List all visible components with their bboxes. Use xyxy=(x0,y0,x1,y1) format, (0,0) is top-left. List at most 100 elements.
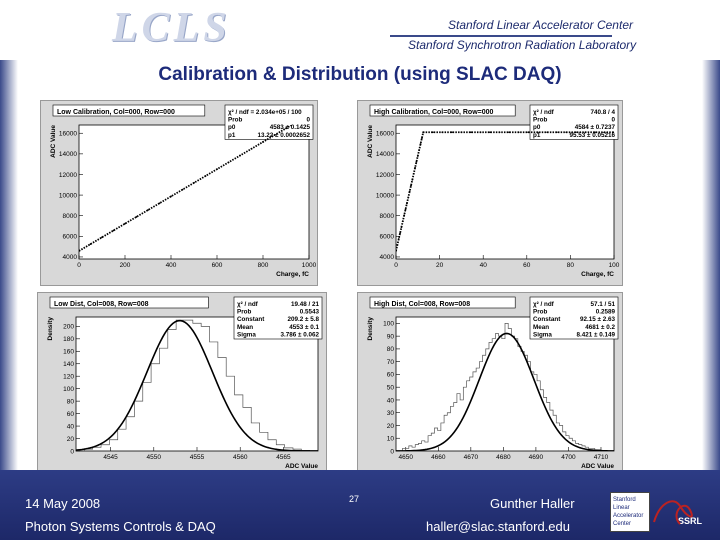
calibration-point xyxy=(101,236,103,239)
x-axis-label: ADC Value xyxy=(581,463,614,470)
plot-frame xyxy=(75,316,319,452)
calibration-point xyxy=(603,131,606,134)
calibration-point xyxy=(404,208,407,211)
y-tick-label: 180 xyxy=(63,336,74,343)
plot-frame xyxy=(78,124,310,260)
calibration-point xyxy=(489,131,491,134)
y-tick-label: 20 xyxy=(387,423,395,430)
stats-box xyxy=(529,296,619,340)
x-tick-label: 100 xyxy=(609,262,620,269)
stats-label: χ² / ndf xyxy=(237,301,259,308)
y-tick-label: 0 xyxy=(390,448,394,455)
left-margin-fade xyxy=(0,60,18,480)
y-tick-label: 4000 xyxy=(63,254,78,261)
calibration-point xyxy=(401,220,404,223)
footer-author: Gunther Haller xyxy=(490,496,575,511)
calibration-point xyxy=(613,131,614,134)
x-tick-label: 4690 xyxy=(529,454,544,461)
stats-label: Sigma xyxy=(237,331,256,338)
calibration-point xyxy=(396,250,397,252)
gaussian-fit-curve xyxy=(396,332,614,451)
x-tick-label: 1000 xyxy=(302,262,317,269)
stats-value: 4583 ± 0.1425 xyxy=(270,124,311,131)
low-distribution-plot: Low Dist, Col=008, Row=008 χ² / ndf 19.48 … xyxy=(37,292,327,478)
calibration-point xyxy=(411,178,414,181)
stats-label: Constant xyxy=(237,316,265,323)
stats-box xyxy=(529,104,619,140)
y-tick-label: 70 xyxy=(387,359,395,366)
x-tick-label: 4650 xyxy=(399,454,414,461)
calibration-point xyxy=(594,131,596,134)
y-tick-label: 8000 xyxy=(380,213,395,220)
stats-value: 4681 ± 0.2 xyxy=(585,324,615,331)
calibration-point xyxy=(400,226,403,229)
x-tick-label: 4660 xyxy=(431,454,446,461)
lab-name-slac: Stanford Linear Accelerator Center xyxy=(448,18,633,32)
calibration-point xyxy=(204,175,207,177)
page-number: 27 xyxy=(349,494,360,504)
stats-value: 19.48 / 21 xyxy=(291,301,320,308)
calibration-point xyxy=(441,131,444,134)
plot-area xyxy=(79,125,294,252)
y-tick-label: 6000 xyxy=(63,234,78,241)
plot-title: High Calibration, Col=000, Row=000 xyxy=(374,109,494,116)
y-tick-label: 90 xyxy=(387,333,395,340)
plot-frame xyxy=(395,124,615,260)
calibration-point xyxy=(273,134,276,137)
slac-logo-line: Linear xyxy=(613,505,630,511)
ssrl-corner-mark: SSRL xyxy=(678,516,703,526)
y-tick-label: 16000 xyxy=(376,131,394,138)
stats-label: Prob xyxy=(533,117,547,124)
stats-value: 0 xyxy=(306,117,310,124)
footer-department: Photon Systems Controls & DAQ xyxy=(25,519,216,534)
gaussian-fit-curve xyxy=(76,319,318,451)
calibration-point xyxy=(89,243,92,246)
calibration-point xyxy=(262,141,264,143)
calibration-point xyxy=(450,131,453,134)
slac-logo-line: Stanford xyxy=(613,497,636,503)
calibration-point xyxy=(408,190,411,193)
lcls-logo: LCLS xyxy=(112,5,231,51)
stats-label: Constant xyxy=(533,316,561,323)
calibration-point xyxy=(420,137,423,140)
calibration-point xyxy=(193,181,195,184)
y-tick-label: 16000 xyxy=(59,131,77,138)
calibration-point xyxy=(414,166,416,169)
y-tick-label: 8000 xyxy=(63,213,78,220)
stats-label: p0 xyxy=(228,124,236,131)
x-axis-label: Charge, fC xyxy=(276,271,309,278)
plot-svg: Low Calibration, Col=000, Row=000 χ² / nd… xyxy=(50,104,317,278)
y-tick-label: 14000 xyxy=(59,151,77,158)
x-axis-label: ADC Value xyxy=(285,463,318,470)
calibration-point xyxy=(546,131,549,134)
footer-email: haller@slac.stanford.edu xyxy=(426,519,570,534)
calibration-point xyxy=(460,131,463,134)
plot-frame xyxy=(395,316,615,452)
calibration-point xyxy=(124,222,126,225)
plot-title-box xyxy=(49,296,209,309)
y-tick-label: 80 xyxy=(67,398,75,405)
calibration-point xyxy=(470,131,472,134)
y-tick-label: 12000 xyxy=(376,172,394,179)
plot-title: Low Calibration, Col=000, Row=000 xyxy=(57,109,175,116)
stats-value: 0.2589 xyxy=(596,309,616,316)
x-tick-label: 600 xyxy=(212,262,223,269)
y-tick-label: 0 xyxy=(70,448,74,455)
plot-area xyxy=(396,131,614,252)
y-tick-label: 4000 xyxy=(380,254,395,261)
stats-box xyxy=(233,296,323,340)
stats-value: 209.2 ± 5.8 xyxy=(288,316,320,323)
y-tick-label: 200 xyxy=(63,324,74,331)
stats-label: Mean xyxy=(533,324,549,331)
plot-title: High Dist, Col=008, Row=008 xyxy=(374,301,470,308)
calibration-point xyxy=(406,202,408,205)
calibration-point xyxy=(498,131,501,134)
x-tick-label: 400 xyxy=(166,262,177,269)
stats-label: Prob xyxy=(533,309,547,316)
x-tick-label: 80 xyxy=(567,262,575,269)
y-tick-label: 10000 xyxy=(376,192,394,199)
calibration-point xyxy=(410,184,412,187)
calibration-point xyxy=(555,131,558,134)
footer-date: 14 May 2008 xyxy=(25,496,101,511)
